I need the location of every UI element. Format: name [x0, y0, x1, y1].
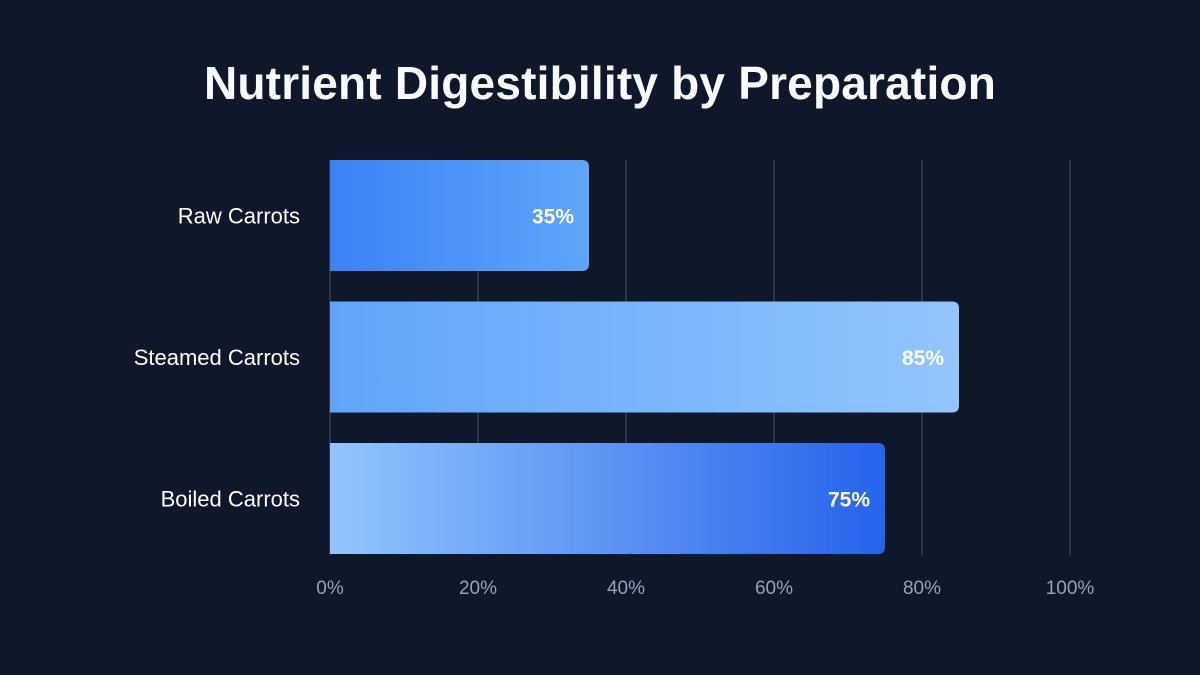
- bar-value-label: 85%: [902, 347, 944, 370]
- x-tick-label: 80%: [903, 578, 941, 599]
- x-tick-label: 40%: [607, 578, 645, 599]
- x-tick-label: 60%: [755, 578, 793, 599]
- x-tick-label: 100%: [1046, 578, 1095, 599]
- bar-raw-carrots: [330, 160, 589, 271]
- chart-title: Nutrient Digestibility by Preparation: [203, 57, 997, 109]
- bar-steamed-carrots: [330, 301, 959, 413]
- x-tick-label: 20%: [459, 578, 497, 599]
- bar-boiled-carrots: [330, 443, 885, 554]
- category-label: Raw Carrots: [178, 204, 300, 229]
- x-tick-label: 0%: [316, 578, 344, 599]
- category-label: Steamed Carrots: [134, 345, 300, 370]
- bar-value-label: 75%: [828, 489, 870, 512]
- label-layer: 0% 20% 40% 60% 80% 100% 35% Raw Carrots 85% Steam…: [134, 204, 1095, 600]
- bar-value-label: 35%: [532, 206, 574, 229]
- bar-layer: [330, 160, 959, 554]
- category-label: Boiled Carrots: [161, 487, 300, 512]
